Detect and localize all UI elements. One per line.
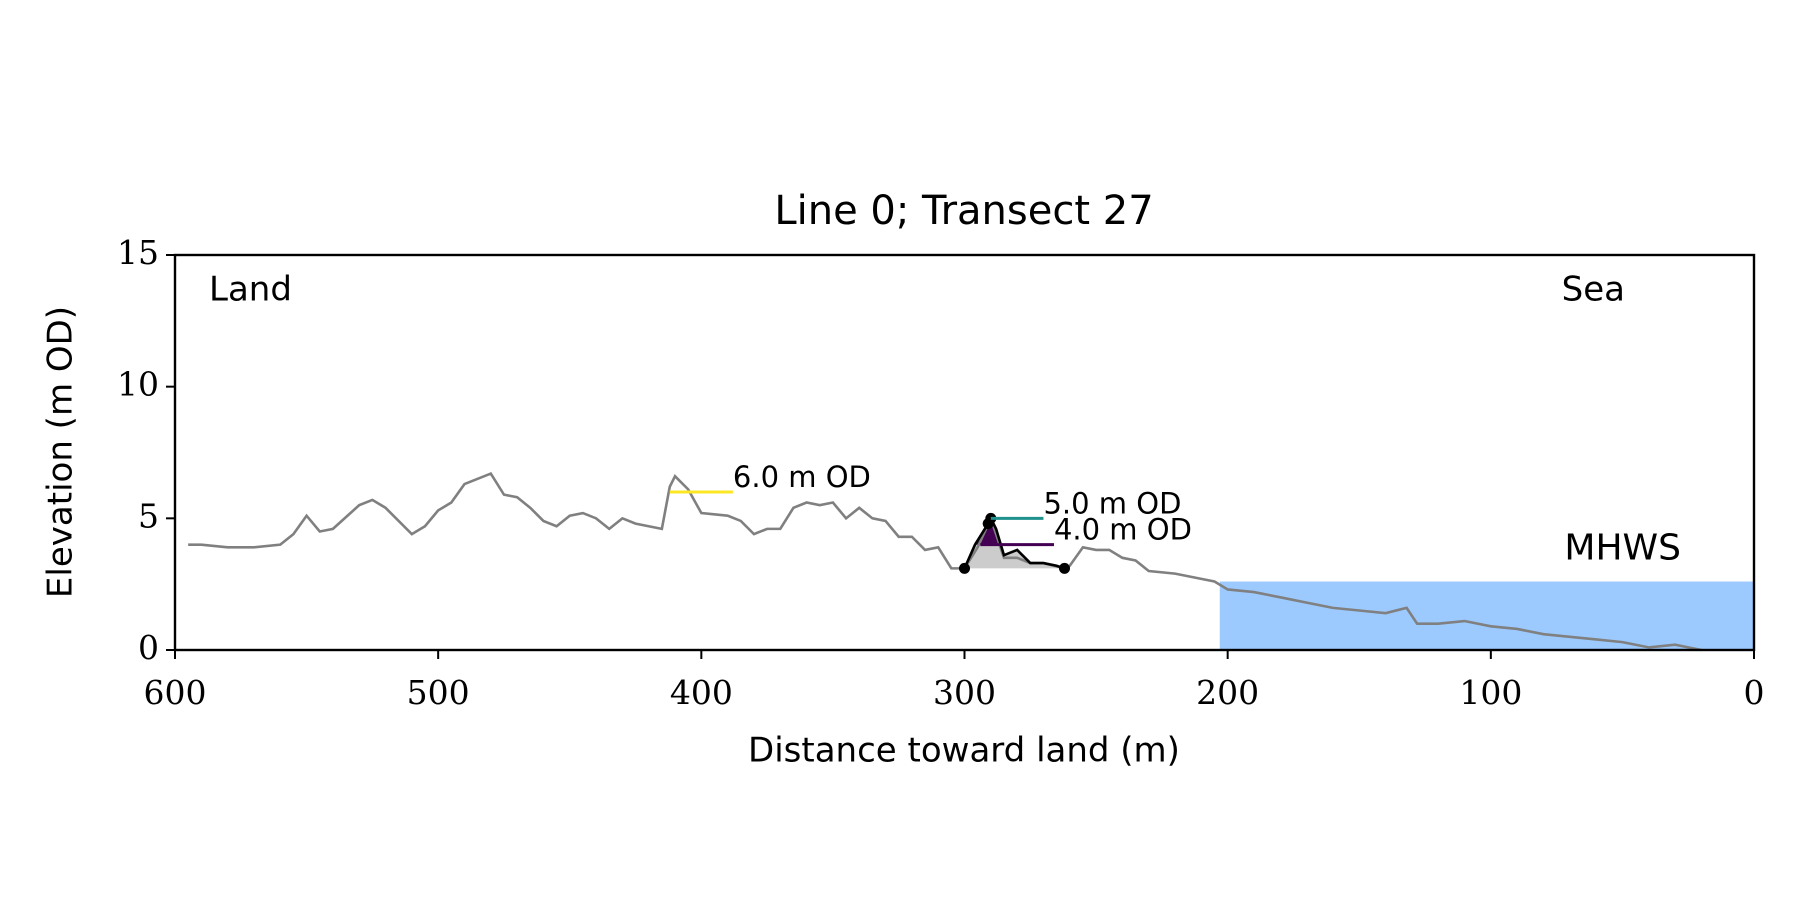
y-tick-label: 10: [117, 365, 159, 404]
level-label: 4.0 m OD: [1054, 513, 1192, 547]
level-label: 5.0 m OD: [1043, 486, 1181, 520]
x-axis-label: Distance toward land (m): [748, 731, 1180, 771]
dune-point: [1059, 562, 1071, 574]
level-label: 6.0 m OD: [733, 460, 871, 494]
y-tick-label: 5: [138, 496, 159, 535]
y-tick-label: 15: [117, 233, 159, 272]
x-tick-label: 300: [933, 673, 996, 712]
chart-title: Line 0; Transect 27: [774, 188, 1153, 234]
profile-line: [963, 515, 1065, 570]
sea-label: Sea: [1562, 270, 1625, 310]
x-tick-label: 500: [407, 673, 470, 712]
dune-point: [959, 562, 970, 574]
mhws-label: MHWS: [1564, 528, 1681, 569]
land-label: Land: [209, 270, 292, 310]
x-tick-label: 0: [1744, 673, 1765, 712]
profile-line: [188, 471, 1702, 652]
x-tick-label: 400: [670, 673, 733, 712]
mhws-area: [1219, 581, 1754, 650]
y-axis-label: Elevation (m OD): [41, 306, 81, 598]
y-tick-label: 0: [138, 628, 159, 667]
x-tick-label: 600: [144, 673, 207, 712]
x-tick-label: 100: [1459, 673, 1522, 712]
x-tick-label: 200: [1196, 673, 1259, 712]
